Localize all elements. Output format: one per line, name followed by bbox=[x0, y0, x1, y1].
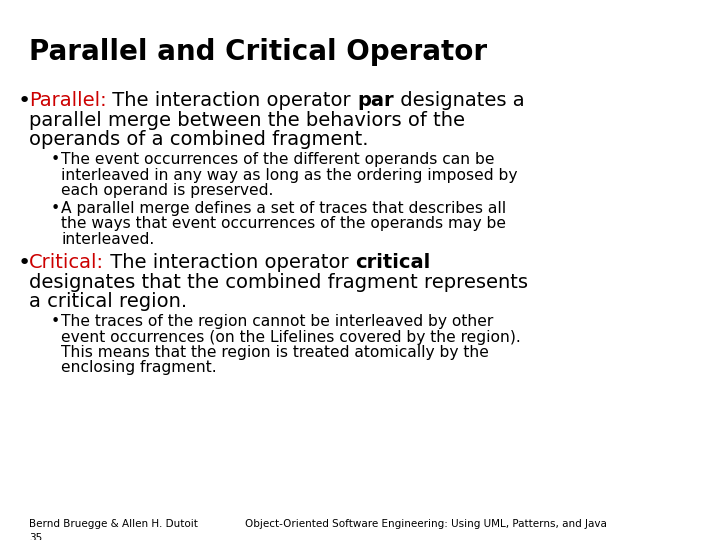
Text: A parallel merge defines a set of traces that describes all: A parallel merge defines a set of traces… bbox=[61, 200, 506, 215]
Text: designates a: designates a bbox=[394, 91, 525, 110]
Text: •: • bbox=[18, 91, 31, 111]
Text: Critical:: Critical: bbox=[29, 253, 104, 273]
Text: interleaved.: interleaved. bbox=[61, 232, 155, 246]
Text: Parallel:: Parallel: bbox=[29, 91, 107, 110]
Text: event occurrences (on the Lifelines covered by the region).: event occurrences (on the Lifelines cove… bbox=[61, 329, 521, 345]
Text: parallel merge between the behaviors of the: parallel merge between the behaviors of … bbox=[29, 111, 465, 130]
Text: •: • bbox=[50, 314, 60, 329]
Text: operands of a combined fragment.: operands of a combined fragment. bbox=[29, 130, 369, 149]
Text: This means that the region is treated atomically by the: This means that the region is treated at… bbox=[61, 345, 489, 360]
Text: 35: 35 bbox=[29, 533, 42, 540]
Text: •: • bbox=[18, 253, 31, 273]
Text: The interaction operator: The interaction operator bbox=[107, 91, 357, 110]
Text: Bernd Bruegge & Allen H. Dutoit: Bernd Bruegge & Allen H. Dutoit bbox=[29, 519, 198, 530]
Text: Parallel and Critical Operator: Parallel and Critical Operator bbox=[29, 38, 487, 66]
Text: Object-Oriented Software Engineering: Using UML, Patterns, and Java: Object-Oriented Software Engineering: Us… bbox=[245, 519, 607, 530]
Text: •: • bbox=[50, 152, 60, 167]
Text: the ways that event occurrences of the operands may be: the ways that event occurrences of the o… bbox=[61, 216, 506, 231]
Text: interleaved in any way as long as the ordering imposed by: interleaved in any way as long as the or… bbox=[61, 167, 518, 183]
Text: a critical region.: a critical region. bbox=[29, 292, 187, 311]
Text: designates that the combined fragment represents: designates that the combined fragment re… bbox=[29, 273, 528, 292]
Text: par: par bbox=[357, 91, 394, 110]
Text: •: • bbox=[50, 200, 60, 215]
Text: The traces of the region cannot be interleaved by other: The traces of the region cannot be inter… bbox=[61, 314, 493, 329]
Text: enclosing fragment.: enclosing fragment. bbox=[61, 361, 217, 375]
Text: The event occurrences of the different operands can be: The event occurrences of the different o… bbox=[61, 152, 495, 167]
Text: each operand is preserved.: each operand is preserved. bbox=[61, 183, 274, 198]
Text: The interaction operator: The interaction operator bbox=[104, 253, 355, 273]
Text: critical: critical bbox=[355, 253, 430, 273]
